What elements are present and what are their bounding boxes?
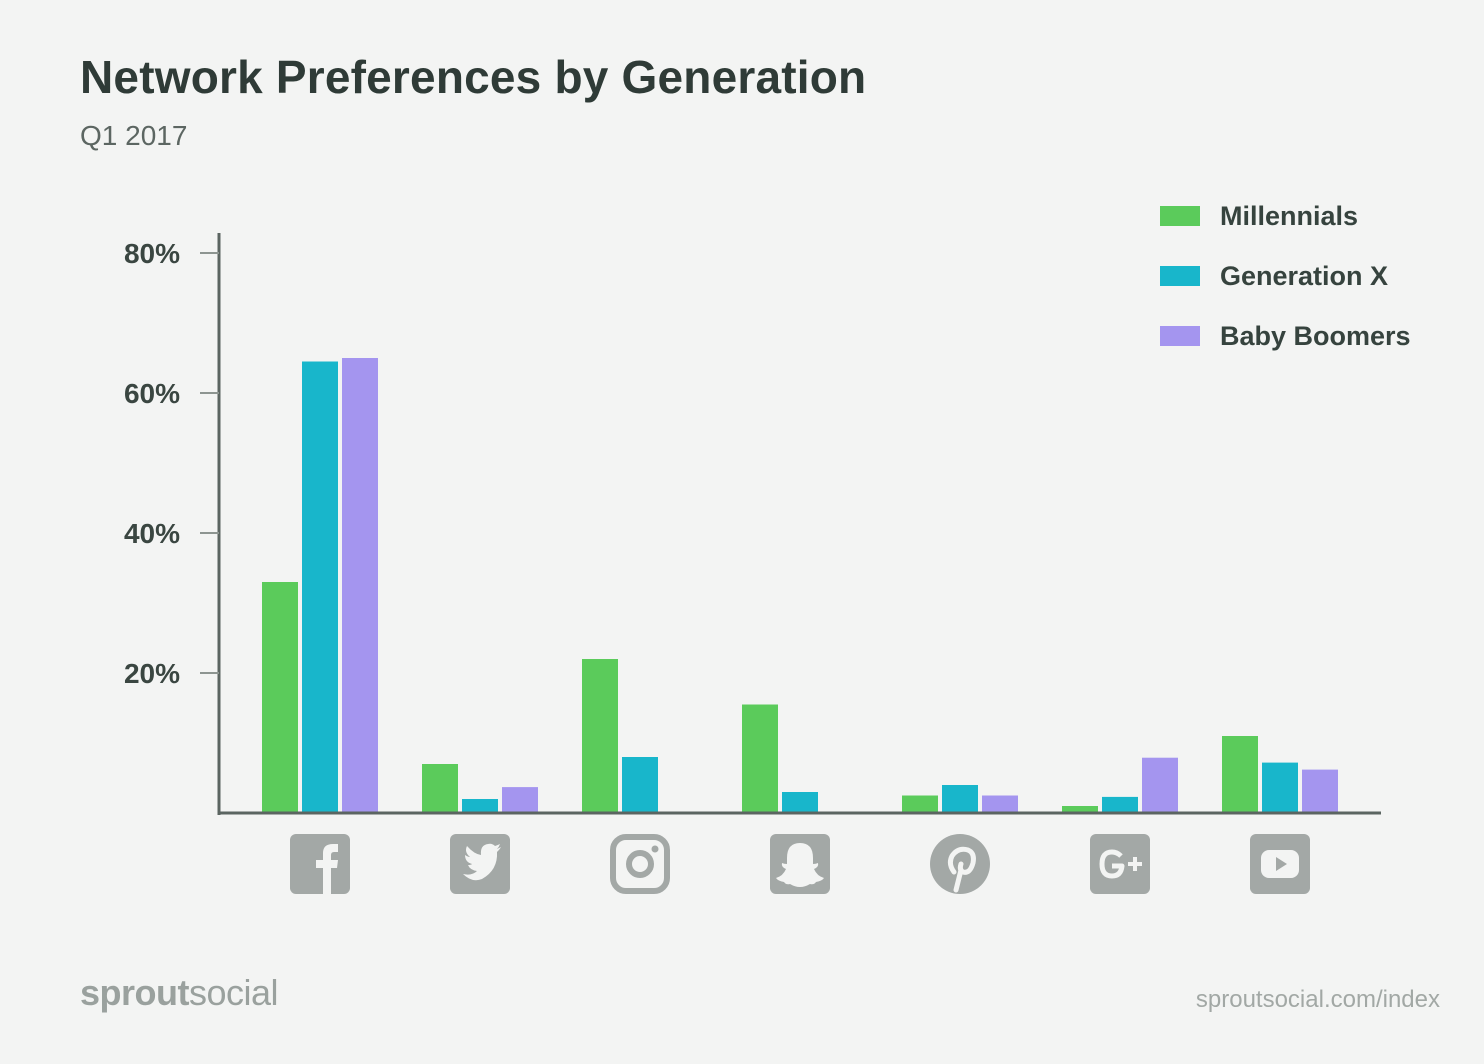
pinterest-icon bbox=[930, 834, 990, 894]
y-tick-label: 80% bbox=[124, 238, 180, 269]
legend-label: Millennials bbox=[1220, 200, 1359, 231]
legend-item-baby-boomers: Baby Boomers bbox=[1160, 306, 1411, 366]
twitter-icon bbox=[450, 834, 510, 894]
legend-swatch-millennials bbox=[1160, 206, 1200, 226]
y-tick-label: 60% bbox=[124, 378, 180, 409]
chart-title: Network Preferences by Generation bbox=[80, 51, 867, 103]
bar-baby-boomers-pinterest bbox=[982, 795, 1018, 813]
bar-millennials-youtube bbox=[1222, 736, 1258, 813]
legend: Millennials Generation X Baby Boomers bbox=[1160, 186, 1411, 366]
legend-item-generation-x: Generation X bbox=[1160, 246, 1411, 306]
bar-baby-boomers-facebook bbox=[342, 358, 378, 813]
bar-millennials-instagram bbox=[582, 659, 618, 813]
legend-label: Baby Boomers bbox=[1220, 320, 1411, 351]
bar-generation-x-facebook bbox=[302, 361, 338, 813]
legend-item-millennials: Millennials bbox=[1160, 186, 1411, 246]
bar-millennials-google-plus bbox=[1062, 806, 1098, 813]
category-icons bbox=[290, 834, 1310, 894]
instagram-icon bbox=[610, 834, 670, 894]
bar-generation-x-snapchat bbox=[782, 792, 818, 813]
y-tick-label: 20% bbox=[124, 658, 180, 689]
youtube-icon bbox=[1250, 834, 1310, 894]
bar-baby-boomers-twitter bbox=[502, 787, 538, 813]
bar-millennials-facebook bbox=[262, 582, 298, 813]
bar-baby-boomers-google-plus bbox=[1142, 757, 1178, 813]
y-tick-label: 40% bbox=[124, 518, 180, 549]
snapchat-icon bbox=[770, 834, 830, 894]
bar-generation-x-instagram bbox=[622, 757, 658, 813]
sproutsocial-logo: sproutsocial bbox=[80, 972, 279, 1013]
bar-generation-x-youtube bbox=[1262, 762, 1298, 813]
y-axis: 20% 40% 60% 80% bbox=[124, 233, 221, 815]
legend-swatch-baby-boomers bbox=[1160, 326, 1200, 346]
source-url: sproutsocial.com/index bbox=[1195, 986, 1440, 1013]
bar-millennials-twitter bbox=[422, 764, 458, 813]
bar-millennials-snapchat bbox=[742, 704, 778, 813]
legend-label: Generation X bbox=[1220, 260, 1389, 291]
facebook-icon bbox=[290, 834, 350, 894]
bar-millennials-pinterest bbox=[902, 795, 938, 813]
legend-swatch-generation-x bbox=[1160, 266, 1200, 286]
bar-series bbox=[262, 358, 1338, 813]
bar-generation-x-pinterest bbox=[942, 785, 978, 813]
google-plus-icon bbox=[1090, 834, 1150, 894]
bar-baby-boomers-youtube bbox=[1302, 769, 1338, 813]
chart-subtitle: Q1 2017 bbox=[80, 120, 188, 151]
bar-generation-x-google-plus bbox=[1102, 796, 1138, 813]
bar-generation-x-twitter bbox=[462, 799, 498, 813]
